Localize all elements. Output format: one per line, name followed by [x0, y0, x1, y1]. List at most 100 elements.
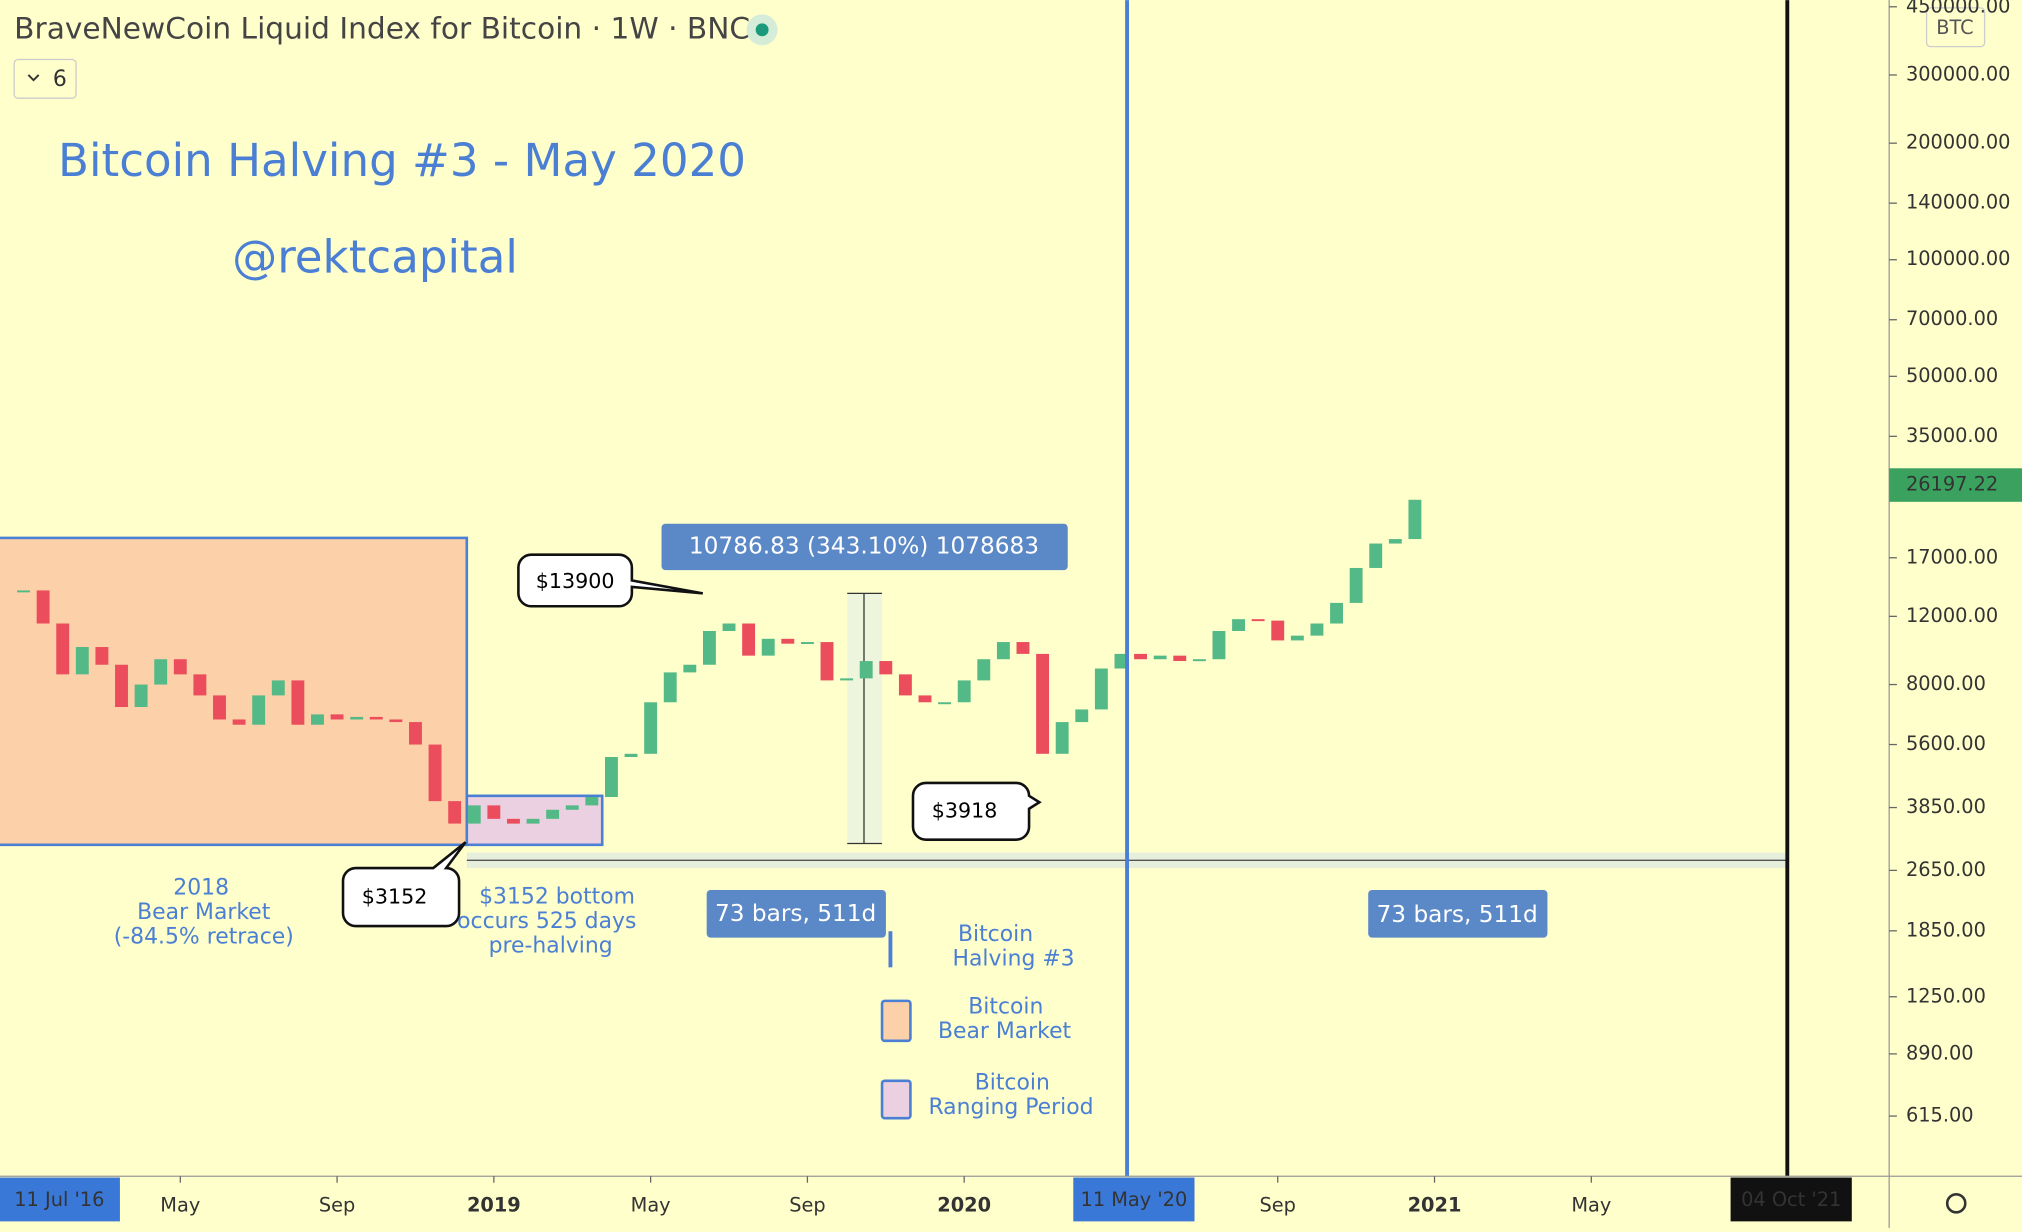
candle — [1251, 619, 1265, 622]
candle — [1192, 659, 1206, 662]
last-price: 26197.22 — [1906, 473, 1998, 496]
candle — [409, 722, 422, 745]
candle — [761, 638, 775, 656]
candle — [291, 680, 305, 725]
candle — [1153, 655, 1167, 660]
candle — [17, 590, 30, 593]
candle — [271, 680, 285, 696]
callout — [911, 781, 1042, 841]
bottom-note: $3152 bottom occurs 525 days pre-halving — [457, 885, 636, 959]
candle — [781, 638, 795, 644]
candle — [1232, 619, 1245, 631]
y-tick-label: 3850.00 — [1906, 795, 1986, 818]
candle — [1330, 602, 1343, 624]
x-tick-label: 2019 — [467, 1193, 521, 1216]
range-label: 73 bars, 511d — [1377, 901, 1538, 928]
candle — [1016, 642, 1030, 654]
candle — [742, 623, 756, 656]
x-tick-label: 2020 — [937, 1193, 991, 1216]
candle — [1114, 653, 1128, 669]
candle — [546, 809, 560, 819]
candle — [134, 684, 148, 708]
y-tick-label: 70000.00 — [1906, 307, 1998, 330]
candle — [879, 661, 893, 675]
x-tick-label: 2021 — [1408, 1193, 1462, 1216]
x-highlight-bg — [1073, 1177, 1195, 1222]
range-label-bg — [1368, 889, 1548, 938]
callout-text: $13900 — [536, 569, 615, 593]
x-tick-label: May — [631, 1193, 671, 1216]
candle — [311, 714, 324, 725]
candle — [252, 695, 266, 725]
candle — [1349, 567, 1363, 603]
candle — [585, 796, 599, 806]
candle — [1134, 653, 1148, 660]
candle — [918, 695, 932, 703]
candle — [369, 716, 383, 720]
candle — [898, 674, 912, 696]
chart-title: Bitcoin Halving #3 - May 2020 — [58, 134, 746, 187]
y-tick-label: 1850.00 — [1906, 918, 1986, 941]
candle — [820, 642, 834, 681]
candle — [36, 590, 50, 624]
callout-text: $3918 — [932, 798, 998, 822]
legend-swatch — [880, 999, 912, 1043]
currency-box[interactable] — [1925, 7, 1986, 48]
callout-text: $3152 — [362, 885, 428, 909]
y-tick-label: 100000.00 — [1906, 247, 2011, 270]
range-label: 73 bars, 511d — [715, 900, 876, 927]
candle — [56, 623, 70, 675]
callout — [517, 553, 704, 608]
legend-item: Bitcoin Halving #3 — [953, 922, 1075, 972]
author: @rektcapital — [232, 231, 518, 284]
candle — [565, 805, 579, 810]
candle — [1075, 709, 1089, 723]
candle — [173, 659, 187, 675]
candle — [507, 818, 520, 824]
candle — [938, 702, 952, 705]
candle — [1271, 620, 1285, 641]
legend-swatch — [880, 1079, 912, 1120]
y-tick-label: 17000.00 — [1906, 545, 1998, 568]
currency[interactable]: BTC — [1936, 16, 1973, 39]
measure-label: 10786.83 (343.10%) 1078683 — [689, 532, 1039, 559]
candle — [683, 664, 697, 673]
x-tick-label: May — [1571, 1193, 1611, 1216]
indicator-count[interactable]: 6 — [53, 67, 67, 92]
candle — [1369, 543, 1383, 568]
candle — [75, 647, 89, 675]
candle — [115, 664, 128, 708]
measure-label-bg — [661, 523, 1068, 571]
candle — [1094, 668, 1108, 710]
y-tick-label: 615.00 — [1906, 1104, 1974, 1127]
range-label-bg — [706, 889, 886, 938]
x-tick-label: Sep — [789, 1193, 825, 1216]
bear-note: 2018 Bear Market (-84.5% retrace) — [114, 876, 294, 950]
settings-icon[interactable] — [1945, 1193, 1967, 1214]
y-tick-label: 35000.00 — [1906, 424, 1998, 447]
candle — [722, 623, 736, 631]
candle — [624, 753, 638, 758]
candle — [1055, 722, 1069, 754]
y-tick-label: 2650.00 — [1906, 858, 1986, 881]
candle — [330, 714, 344, 720]
indicator-button[interactable] — [13, 58, 77, 99]
y-tick-label: 5600.00 — [1906, 732, 1986, 755]
candle — [1388, 539, 1402, 544]
candle — [350, 716, 364, 720]
legend-item: Bitcoin Bear Market — [938, 994, 1072, 1044]
y-tick-label: 1250.00 — [1906, 984, 1986, 1007]
candle — [957, 680, 971, 703]
x-highlight-bg — [0, 1177, 120, 1222]
candle — [663, 672, 677, 703]
x-highlight-bg — [1730, 1177, 1852, 1222]
candle — [1310, 623, 1324, 636]
candle — [232, 719, 246, 725]
x-highlight: 11 May '20 — [1081, 1188, 1188, 1211]
legend-item: Bitcoin Ranging Period — [928, 1070, 1093, 1120]
x-highlight: 11 Jul '16 — [14, 1188, 104, 1211]
candle — [389, 719, 403, 723]
candle — [644, 702, 658, 754]
x-highlight: 04 Oct '21 — [1741, 1188, 1841, 1211]
candle — [193, 674, 207, 696]
